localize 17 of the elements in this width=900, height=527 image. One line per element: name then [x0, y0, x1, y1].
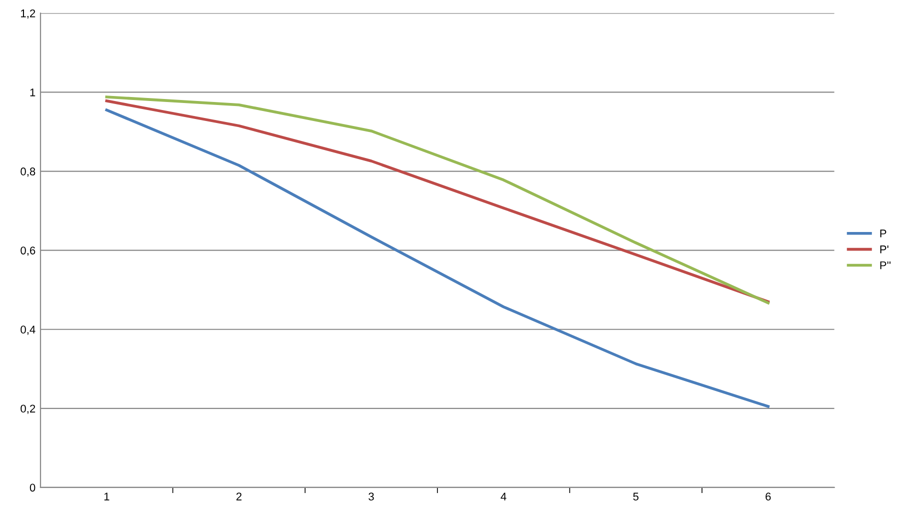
line-series: [105, 108, 770, 408]
y-tick-label: 0,2: [20, 404, 36, 414]
legend-label: P: [880, 230, 886, 238]
y-tick-label: 0,4: [20, 326, 36, 335]
x-tick-label: 5: [633, 492, 638, 500]
y-tick-label: 0: [30, 484, 36, 492]
legend-label: P'': [880, 261, 890, 270]
y-tick-label: 0,8: [20, 168, 36, 177]
y-tick-label: 1: [30, 88, 36, 96]
y-tick-label: 0,6: [20, 246, 36, 256]
x-tick-label: 1: [104, 492, 110, 500]
legend-label: P': [880, 246, 888, 254]
x-tick-label: 3: [368, 492, 374, 500]
y-tick-label: 1,2: [21, 9, 36, 19]
x-tick-label: 2: [236, 492, 242, 500]
x-tick-label: 6: [766, 492, 771, 500]
x-tick-label: 4: [500, 492, 506, 500]
